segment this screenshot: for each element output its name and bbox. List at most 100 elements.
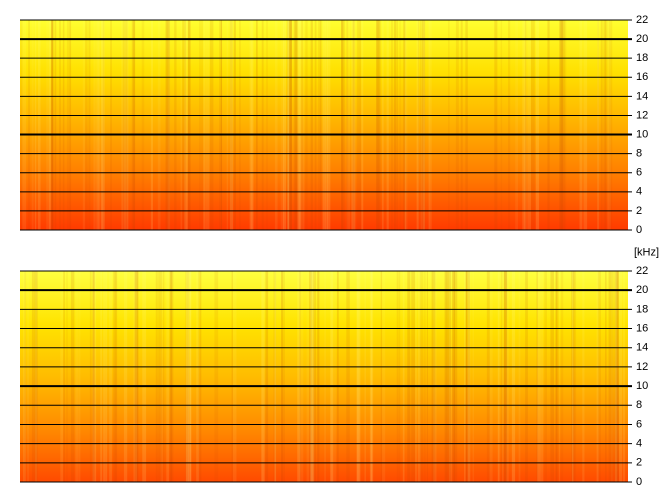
texture-streak (162, 271, 165, 482)
texture-streak (622, 271, 626, 482)
texture-streak (560, 20, 563, 230)
texture-streak (185, 271, 188, 482)
texture-streak (525, 271, 528, 482)
y-tick-label: 22 (636, 265, 648, 277)
texture-streak (424, 271, 426, 482)
texture-streak (62, 20, 65, 230)
texture-streak (281, 271, 283, 482)
texture-streak (158, 271, 163, 482)
texture-streak (274, 20, 278, 230)
texture-streak (182, 20, 187, 230)
texture-streak (226, 20, 229, 230)
texture-streak (314, 20, 317, 230)
texture-streak (583, 20, 588, 230)
y-tick-label: 16 (636, 322, 648, 334)
texture-streak (325, 20, 328, 230)
texture-streak (75, 271, 79, 482)
texture-streak (203, 20, 206, 230)
texture-streak (85, 20, 88, 230)
y-tick-label: 12 (636, 109, 648, 121)
texture-streak (58, 20, 62, 230)
texture-streak (394, 20, 397, 230)
texture-streak (214, 271, 219, 482)
texture-streak (555, 271, 557, 482)
texture-streak (547, 20, 550, 230)
texture-streak (239, 20, 241, 230)
texture-streak (101, 20, 103, 230)
texture-streak (31, 20, 34, 230)
texture-streak (313, 271, 315, 482)
texture-streak (597, 20, 599, 230)
texture-streak (274, 271, 276, 482)
texture-streak (337, 271, 339, 482)
texture-streak (561, 20, 565, 230)
y-tick-label: 14 (636, 90, 648, 102)
texture-streak (356, 271, 360, 482)
texture-streak (358, 20, 362, 230)
texture-streak (411, 271, 416, 482)
texture-streak (155, 271, 158, 482)
y-tick-label: 6 (636, 167, 642, 179)
texture-streak (105, 271, 108, 482)
texture-streak (600, 20, 603, 230)
texture-streak (294, 20, 298, 230)
texture-streak (431, 271, 436, 482)
texture-streak (489, 271, 493, 482)
texture-streak (265, 271, 269, 482)
texture-streak (205, 20, 210, 230)
y-tick-label: 18 (636, 52, 648, 64)
texture-streak (616, 271, 619, 482)
texture-streak (341, 20, 344, 230)
texture-streak (174, 20, 177, 230)
texture-streak (251, 20, 253, 230)
texture-streak (611, 271, 614, 482)
texture-streak (382, 271, 386, 482)
y-tick-label: 12 (636, 361, 648, 373)
texture-streak (123, 271, 128, 482)
texture-streak (448, 20, 450, 230)
spectrogram-image (20, 271, 628, 482)
texture-streak (616, 271, 619, 482)
texture-streak (229, 20, 234, 230)
texture-streak (280, 20, 284, 230)
texture-streak (109, 271, 112, 482)
y-tick-label: 4 (636, 438, 642, 450)
texture-streak (46, 20, 50, 230)
texture-streak (317, 271, 320, 482)
texture-streak (96, 20, 100, 230)
texture-streak (396, 20, 399, 230)
texture-streak (351, 20, 356, 230)
texture-streak (376, 20, 379, 230)
texture-streak (376, 20, 380, 230)
y-tick-label: 4 (636, 186, 642, 198)
texture-streak (282, 20, 286, 230)
texture-streak (287, 20, 290, 230)
texture-streak (612, 271, 615, 482)
texture-streak (421, 20, 426, 230)
texture-streak (597, 271, 601, 482)
texture-streak (403, 20, 406, 230)
texture-streak (382, 20, 384, 230)
y-tick-label: 0 (636, 224, 642, 236)
texture-streak (465, 271, 468, 482)
texture-streak (378, 20, 381, 230)
texture-streak (398, 271, 401, 482)
texture-streak (166, 20, 171, 230)
texture-streak (346, 20, 349, 230)
texture-streak (266, 20, 268, 230)
texture-streak (82, 20, 86, 230)
texture-streak (324, 271, 326, 482)
texture-streak (188, 20, 191, 230)
texture-streak (22, 20, 27, 230)
texture-streak (404, 20, 407, 230)
texture-streak (123, 20, 128, 230)
texture-streak (555, 271, 559, 482)
texture-streak (309, 271, 313, 482)
y-tick-label: 20 (636, 284, 648, 296)
texture-streak (422, 20, 425, 230)
texture-streak (131, 20, 135, 230)
texture-streak (597, 20, 600, 230)
texture-streak (501, 271, 503, 482)
texture-streak (419, 20, 421, 230)
texture-streak (102, 271, 105, 482)
